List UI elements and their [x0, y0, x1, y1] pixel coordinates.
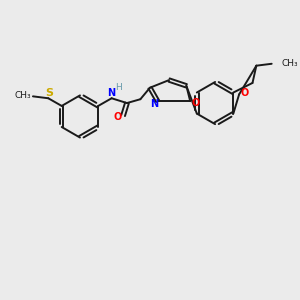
Text: N: N — [150, 99, 158, 109]
Text: CH₃: CH₃ — [281, 59, 298, 68]
Text: S: S — [45, 88, 53, 98]
Text: H: H — [115, 83, 122, 92]
Text: O: O — [241, 88, 249, 98]
Text: N: N — [108, 88, 116, 98]
Text: O: O — [192, 98, 200, 108]
Text: CH₃: CH₃ — [14, 91, 31, 100]
Text: O: O — [113, 112, 122, 122]
